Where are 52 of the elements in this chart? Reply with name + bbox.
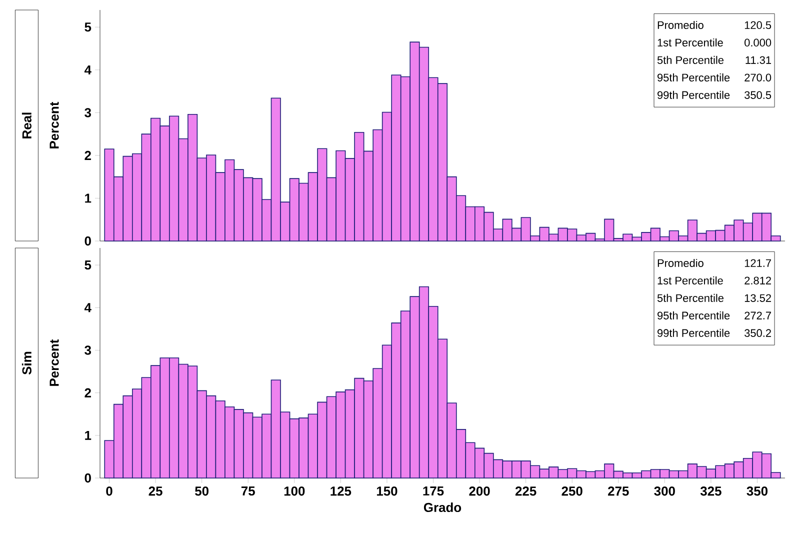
annotation: 1st Percentile [658, 38, 723, 46]
y-tick-label: 4 [84, 303, 92, 312]
annotation: 95th Percentile [658, 73, 730, 82]
x-tick-label: 0 [106, 486, 112, 496]
y-axis-title: Percent [50, 102, 59, 148]
x-tick-label: 25 [148, 486, 162, 496]
x-tick-label: 275 [608, 486, 629, 496]
x-tick-label: 200 [469, 486, 490, 496]
annotation: Promedio [658, 20, 704, 30]
annotation: 272.7 [744, 312, 771, 320]
annotation: 1st Percentile [658, 276, 723, 284]
annotation: 0.000 [744, 38, 772, 46]
y-tick-label: 3 [84, 346, 92, 355]
y-tick-label: 0 [84, 473, 91, 483]
annotation: 2.812 [744, 276, 771, 284]
text: Sim [22, 352, 32, 374]
x-axis-title: Grado [424, 502, 462, 512]
annotation: 11.31 [746, 56, 771, 64]
y-tick-label: 2 [84, 150, 91, 160]
y-tick-label: 4 [84, 65, 92, 74]
x-tick-label: 325 [700, 486, 722, 496]
x-tick-label: 225 [515, 486, 536, 496]
y-tick-label: 3 [84, 108, 92, 118]
annotation: 95th Percentile [658, 311, 730, 320]
x-tick-label: 250 [562, 486, 582, 496]
x-tick-label: 350 [746, 486, 768, 496]
y-tick-label: 0 [84, 236, 91, 246]
annotation: 121.7 [744, 259, 771, 267]
x-tick-label: 150 [376, 486, 398, 496]
annotation: 120.5 [744, 21, 772, 30]
annotation: 5th Percentile [657, 294, 724, 302]
y-tick-label: 2 [84, 388, 91, 398]
annotation: 5th Percentile [657, 56, 724, 64]
annotation: 99th Percentile [658, 90, 730, 99]
x-tick-label: 300 [654, 486, 675, 496]
y-tick-label: 1 [85, 430, 92, 440]
y-axis-title: Percent [50, 339, 59, 386]
annotation: 270.0 [744, 74, 772, 82]
x-tick-label: 50 [195, 486, 208, 496]
x-tick-label: 100 [284, 486, 305, 496]
text: Real [22, 112, 32, 138]
x-tick-label: 125 [330, 486, 352, 496]
annotation: 350.2 [744, 329, 771, 337]
annotation: 350.5 [744, 91, 772, 99]
x-tick-label: 175 [423, 486, 444, 496]
y-tick-label: 5 [84, 22, 92, 32]
y-tick-label: 1 [85, 194, 92, 203]
y-tick-label: 5 [84, 260, 92, 270]
x-tick-label: 75 [241, 486, 255, 496]
annotation: Promedio [658, 258, 704, 267]
annotation: 99th Percentile [658, 328, 730, 337]
annotation: 13.52 [744, 294, 771, 302]
